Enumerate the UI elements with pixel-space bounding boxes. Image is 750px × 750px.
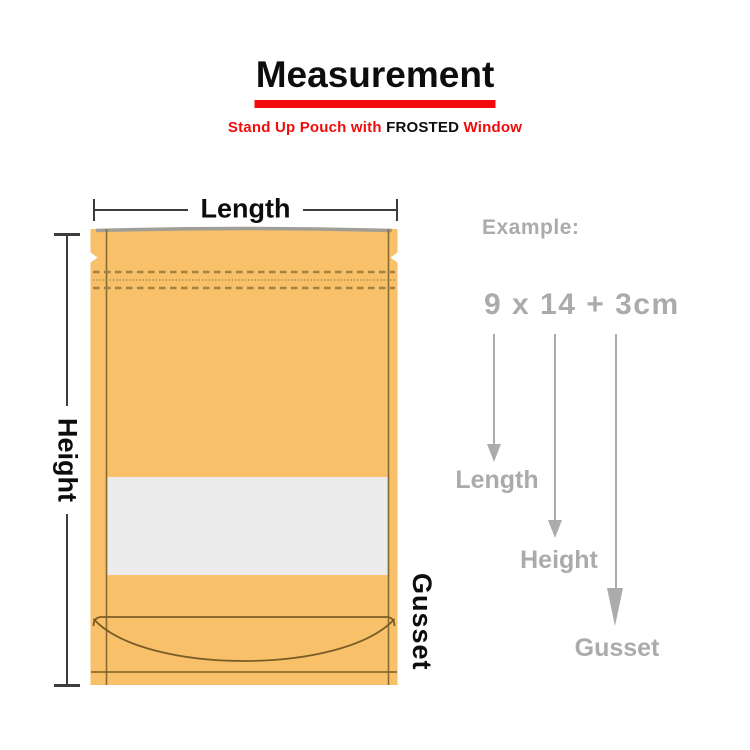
length-dimension-right-tick [396, 199, 398, 221]
length-down-arrow-icon [487, 444, 501, 462]
example-heading: Example: [482, 216, 580, 239]
example-height-label: Height [520, 546, 598, 574]
height-dimension: Height [51, 233, 83, 687]
subtitle-part3: Window [459, 119, 523, 136]
title-underline-bar [254, 100, 496, 108]
gusset-arrow-stem [615, 334, 617, 588]
pouch-frosted-window [107, 477, 388, 575]
example-dimensions-value: 9 x 14 + 3cm [484, 288, 680, 321]
gusset-fold-arc [92, 618, 396, 662]
length-dimension: Length [93, 193, 398, 225]
length-dimension-left-tick [93, 199, 95, 221]
height-arrow-stem [554, 334, 556, 520]
length-label: Length [187, 193, 304, 225]
height-down-arrow-icon [548, 520, 562, 538]
height-dimension-top-cap [54, 233, 80, 236]
pouch-body [90, 229, 398, 685]
subtitle-part1: Stand Up Pouch with [227, 119, 387, 136]
pouch-illustration [90, 226, 398, 685]
pouch-left-tear-notch [90, 252, 98, 263]
gusset-down-arrow-icon [607, 588, 623, 626]
example-length-label: Length [455, 466, 539, 494]
height-label: Height [51, 406, 83, 514]
example-gusset-label: Gusset [574, 634, 660, 662]
height-dimension-bottom-cap [54, 684, 80, 687]
pouch-right-tear-notch [390, 252, 398, 263]
pouch-top-edge-shading [95, 226, 393, 233]
gusset-label: Gusset [407, 573, 437, 671]
subtitle: Stand Up Pouch with FROSTED Window [0, 119, 750, 136]
length-arrow-stem [493, 334, 495, 444]
gusset-fold-top-line [92, 616, 396, 627]
page-title: Measurement [255, 54, 495, 95]
subtitle-part2-frosted: FROSTED [386, 119, 460, 136]
